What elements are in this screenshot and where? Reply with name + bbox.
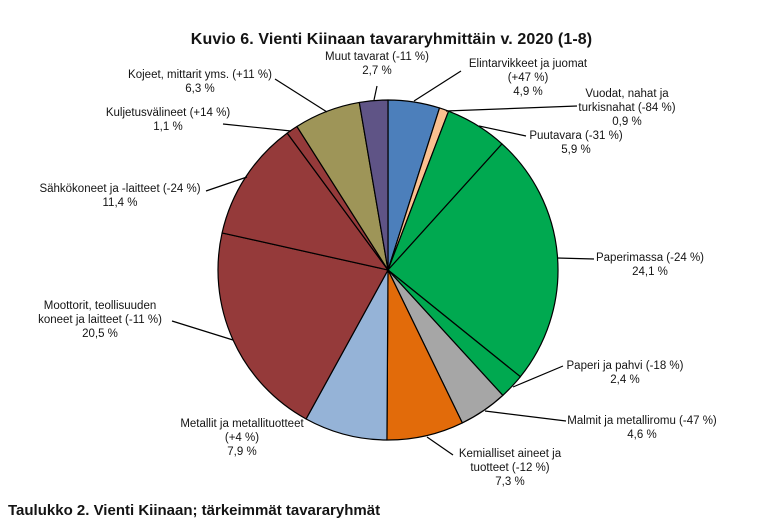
slice-label-line: 5,9 % bbox=[561, 144, 591, 156]
table-caption: Taulukko 2. Vienti Kiinaan; tärkeimmät t… bbox=[8, 502, 381, 519]
slice-label-line: 1,1 % bbox=[153, 121, 183, 133]
slice-label-line: Paperi ja pahvi (-18 %) bbox=[566, 360, 684, 372]
slice-label-line: (+47 %) bbox=[507, 72, 549, 84]
pie-slice-paperimassa bbox=[387, 143, 559, 378]
slice-label-line: Puutavara (-31 %) bbox=[529, 130, 623, 142]
leader-line-kojeet-mittarit-yms bbox=[274, 78, 328, 113]
slice-label-muut-tavarat: Muut tavarat (-11 %) 2,7 % bbox=[325, 50, 429, 78]
slice-label-line: 7,9 % bbox=[227, 446, 257, 458]
slice-label-elintarvikkeet-ja-juomat: Elintarvikkeet ja juomat (+47 %) 4,9 % bbox=[469, 57, 587, 99]
slice-label-line: Elintarvikkeet ja juomat bbox=[468, 58, 588, 70]
leader-line-moottorit-teollisuuden-koneet-ja-laitteet bbox=[171, 320, 234, 341]
leader-line-s-hk-koneet-ja-laitteet bbox=[205, 176, 248, 192]
leader-line-puutavara bbox=[478, 125, 527, 137]
leader-line-kemialliset-aineet-ja-tuotteet bbox=[426, 436, 454, 456]
leader-line-vuodat-nahat-ja-turkisnahat bbox=[445, 105, 578, 112]
slice-label-kemialliset-aineet-ja-tuotteet: Kemialliset aineet ja tuotteet (-12 %) 7,3… bbox=[459, 447, 561, 489]
slice-label-line: Metallit ja metallituotteet bbox=[180, 418, 304, 430]
slice-label-paperimassa: Paperimassa (-24 %) 24,1 % bbox=[596, 251, 704, 279]
leader-line-kuljetusv-lineet bbox=[222, 123, 292, 132]
leader-line-muut-tavarat bbox=[373, 85, 378, 101]
slice-label-puutavara: Puutavara (-31 %) 5,9 % bbox=[529, 129, 622, 157]
leader-line-paperi-ja-pahvi bbox=[512, 365, 564, 388]
slice-label-line: 4,9 % bbox=[513, 86, 543, 98]
pie-slice-muut-tavarat bbox=[358, 99, 389, 271]
slice-label-line: 0,9 % bbox=[612, 116, 642, 128]
slice-label-moottorit-teollisuuden-koneet-ja-laitteet: Moottorit, teollisuuden koneet ja laittee… bbox=[38, 299, 162, 341]
slice-label-line: 2,4 % bbox=[610, 374, 640, 386]
slice-label-line: 7,3 % bbox=[495, 476, 525, 488]
slice-label-line: Paperimassa (-24 %) bbox=[595, 252, 705, 264]
slice-label-line: Muut tavarat (-11 %) bbox=[325, 51, 429, 63]
slice-label-line: tuotteet (-12 %) bbox=[470, 462, 550, 474]
slice-label-line: Malmit ja metalliromu (-47 %) bbox=[567, 415, 717, 427]
slice-label-metallit-ja-metallituotteet: Metallit ja metallituotteet (+4 %) 7,9 % bbox=[180, 417, 303, 459]
slice-label-kuljetusv-lineet: Kuljetusvälineet (+14 %) 1,1 % bbox=[106, 106, 230, 134]
slice-label-line: 6,3 % bbox=[185, 83, 215, 95]
slice-label-line: 2,7 % bbox=[362, 65, 392, 77]
slice-label-line: Kemialliset aineet ja bbox=[458, 448, 562, 460]
slice-label-vuodat-nahat-ja-turkisnahat: Vuodat, nahat ja turkisnahat (-84 %) 0,9 % bbox=[578, 87, 675, 129]
chart-title: Kuvio 6. Vienti Kiinaan tavararyhmittäin… bbox=[190, 31, 593, 48]
slice-label-kojeet-mittarit-yms: Kojeet, mittarit yms. (+11 %) 6,3 % bbox=[128, 68, 272, 96]
slice-label-line: Kojeet, mittarit yms. (+11 %) bbox=[128, 69, 272, 81]
slice-label-line: 20,5 % bbox=[82, 328, 118, 340]
slice-label-malmit-ja-metalliromu: Malmit ja metalliromu (-47 %) 4,6 % bbox=[567, 414, 717, 442]
slice-label-s-hk-koneet-ja-laitteet: Sähkökoneet ja -laitteet (-24 %) 11,4 % bbox=[39, 182, 200, 210]
slice-label-line: (+4 %) bbox=[224, 432, 260, 444]
slice-label-line: 4,6 % bbox=[627, 429, 657, 441]
leader-line-paperimassa bbox=[556, 257, 595, 260]
leader-line-elintarvikkeet-ja-juomat bbox=[413, 70, 462, 102]
slice-label-line: koneet ja laitteet (-11 %) bbox=[38, 314, 162, 326]
slice-label-line: Kuljetusvälineet (+14 %) bbox=[105, 107, 231, 119]
slice-label-line: Vuodat, nahat ja bbox=[585, 88, 669, 100]
slice-label-line: 24,1 % bbox=[632, 266, 668, 278]
pie-slice-moottorit-teollisuuden-koneet-ja-laitteet bbox=[217, 232, 389, 420]
slice-label-paperi-ja-pahvi: Paperi ja pahvi (-18 %) 2,4 % bbox=[567, 359, 684, 387]
slice-label-line: turkisnahat (-84 %) bbox=[578, 102, 676, 114]
slice-label-line: Moottorit, teollisuuden bbox=[43, 300, 157, 312]
slice-label-line: Sähkökoneet ja -laitteet (-24 %) bbox=[39, 183, 201, 195]
leader-line-malmit-ja-metalliromu bbox=[484, 410, 567, 422]
slice-label-line: 11,4 % bbox=[102, 197, 138, 209]
